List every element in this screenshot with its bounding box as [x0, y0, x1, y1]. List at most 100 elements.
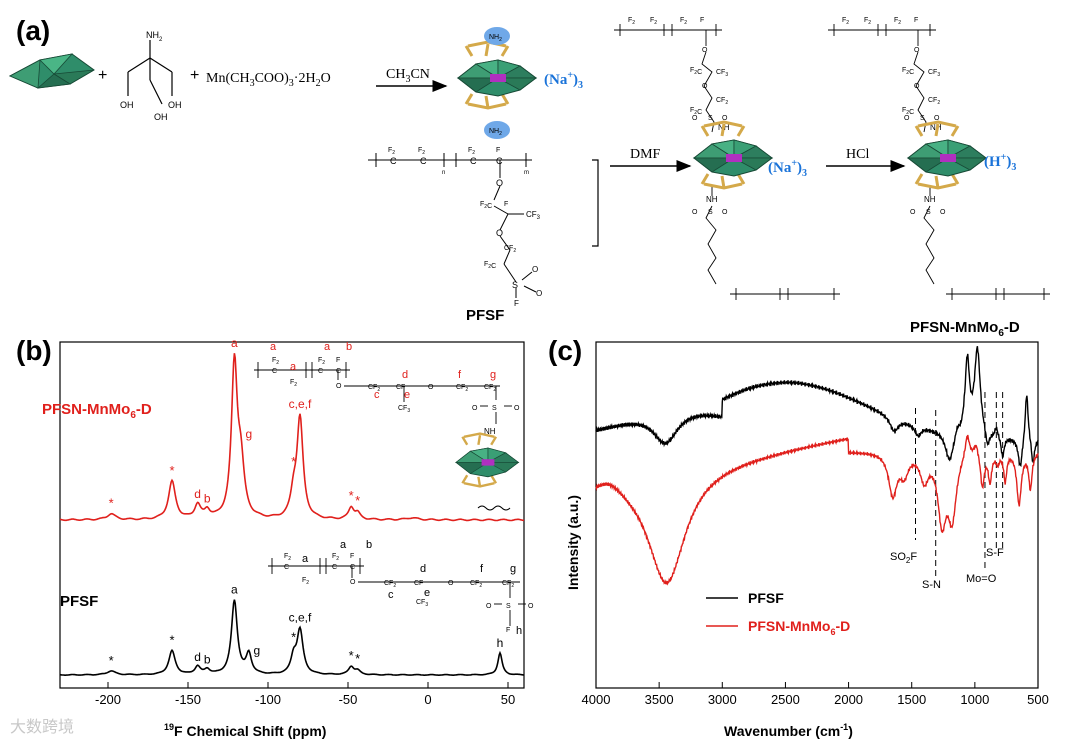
svg-text:O: O [940, 209, 946, 216]
ftir-spectrum-pfsn [595, 434, 1039, 586]
legend: PFSF PFSN-MnMo6-D [706, 590, 850, 637]
structure-top-b-atoms: F2 C F2 F2 C F C O CF2 CF O CF2 CF2 CF3 … [272, 357, 520, 436]
counter-ion-na-1: (Na+)3 [544, 70, 583, 91]
manganese-acetate-formula: Mn(CH3COO)3·2H2O [206, 71, 331, 89]
svg-text:O: O [914, 47, 920, 54]
svg-text:CF3: CF3 [416, 599, 428, 608]
svg-text:O: O [428, 384, 434, 391]
svg-text:O: O [336, 383, 342, 390]
svg-text:O: O [914, 83, 920, 90]
watermark-text: 大数跨境 [10, 717, 74, 736]
plus-sign-1: + [98, 67, 107, 84]
svg-text:CF2: CF2 [504, 245, 516, 254]
anderson-cluster-right [907, 120, 987, 190]
x-tick-label: -100 [255, 692, 281, 707]
nh2-cap-top-icon [484, 27, 510, 45]
peak-label: * [291, 454, 296, 469]
svg-text:C: C [332, 564, 337, 571]
pfsf-structure [368, 153, 537, 298]
svg-text:F: F [506, 627, 510, 634]
peak-label: * [291, 630, 296, 645]
svg-text:O: O [514, 405, 520, 412]
reference-lines [915, 392, 1004, 578]
peak-labels-pfsf: **d bag*c,e,f* *h [109, 583, 504, 668]
nmr-spectrum-pfsn [59, 353, 525, 522]
peak-label: b [204, 652, 211, 666]
x-tick-label: 3000 [708, 692, 737, 707]
svg-text:C: C [272, 368, 277, 375]
svg-text:O: O [350, 579, 356, 586]
svg-text:O: O [532, 265, 538, 274]
legend-label-pfsf: PFSF [748, 590, 784, 606]
counter-ion-na-2: (Na+)3 [768, 158, 807, 179]
svg-text:F2: F2 [864, 17, 871, 26]
svg-text:f: f [480, 563, 484, 575]
pfsf-name-label: PFSF [466, 307, 504, 324]
svg-text:S: S [708, 209, 713, 216]
svg-text:O: O [702, 83, 708, 90]
svg-text:F2C: F2C [690, 107, 702, 116]
svg-text:CF2: CF2 [484, 384, 496, 393]
svg-text:a: a [302, 553, 309, 565]
x-tick-label: -200 [95, 692, 121, 707]
svg-text:O: O [692, 209, 698, 216]
svg-text:O: O [722, 209, 728, 216]
panel-c-x-axis-title: Wavenumber (cm-1) [724, 722, 853, 739]
nmr-spectrum-pfsf [59, 599, 525, 676]
svg-text:a: a [290, 361, 297, 373]
panel-c: (c) 4000 3500 3000 2500 2000 1500 1000 500 Wave… [548, 335, 1049, 739]
svg-text:CF2: CF2 [368, 384, 380, 393]
solvent-label-3: HCl [846, 147, 869, 162]
svg-text:F2: F2 [272, 357, 279, 366]
svg-text:F2: F2 [290, 379, 297, 388]
svg-text:d: d [402, 369, 408, 381]
svg-text:F: F [514, 299, 519, 308]
svg-text:NH: NH [484, 427, 496, 436]
svg-text:F2: F2 [468, 147, 475, 156]
x-tick-label: 2500 [771, 692, 800, 707]
peak-label: a [231, 583, 238, 597]
svg-text:S: S [506, 603, 511, 610]
svg-text:F: F [700, 17, 704, 24]
svg-text:CF2: CF2 [716, 97, 728, 106]
peak-label: * [355, 651, 360, 666]
svg-text:F: F [336, 357, 340, 364]
peak-label: * [109, 496, 114, 511]
svg-text:c: c [388, 589, 394, 601]
peak-label: g [245, 427, 252, 441]
svg-text:S: S [492, 405, 497, 412]
svg-text:F2: F2 [842, 17, 849, 26]
svg-text:F: F [350, 553, 354, 560]
x-tick-label: 500 [1027, 692, 1049, 707]
anderson-cluster-b [455, 432, 519, 488]
structure-bottom-b-atoms: F2 C F2 F2 C F C O CF2 CF O CF2 CF2 CF3 … [284, 553, 534, 634]
annotation-moo: Mo=O [966, 573, 997, 585]
svg-text:CF2: CF2 [502, 580, 514, 589]
panel-c-frame [595, 341, 1039, 689]
svg-text:F2: F2 [628, 17, 635, 26]
svg-text:a: a [324, 341, 331, 353]
svg-text:CF3: CF3 [398, 405, 410, 414]
svg-text:CF2: CF2 [470, 580, 482, 589]
svg-text:F2C: F2C [480, 201, 492, 210]
peak-label: * [355, 493, 360, 508]
tris-nh2-label: NH2 [146, 30, 163, 43]
svg-text:O: O [496, 178, 503, 188]
peak-label: d [194, 650, 201, 664]
svg-text:O: O [702, 47, 708, 54]
svg-text:O: O [536, 289, 542, 298]
peak-label: h [497, 636, 504, 650]
svg-text:m: m [524, 170, 529, 176]
svg-text:F2: F2 [284, 553, 291, 562]
anderson-cluster-mid [693, 120, 773, 190]
peak-label: c,e,f [289, 610, 312, 624]
counter-ion-h: (H+)3 [984, 152, 1016, 173]
legend-label-pfsn: PFSN-MnMo6-D [748, 618, 850, 637]
panel-a: (a) + NH2 OH OH OH + Mn(CH3COO)3·2H2O C [8, 15, 1050, 339]
svg-text:c: c [374, 389, 380, 401]
panel-b-x-ticks: -200 -150 -100 -50 0 50 [95, 682, 515, 707]
peak-label: * [349, 488, 354, 503]
svg-text:CF2: CF2 [928, 97, 940, 106]
svg-text:CF3: CF3 [716, 69, 728, 78]
svg-text:F2C: F2C [690, 67, 702, 76]
